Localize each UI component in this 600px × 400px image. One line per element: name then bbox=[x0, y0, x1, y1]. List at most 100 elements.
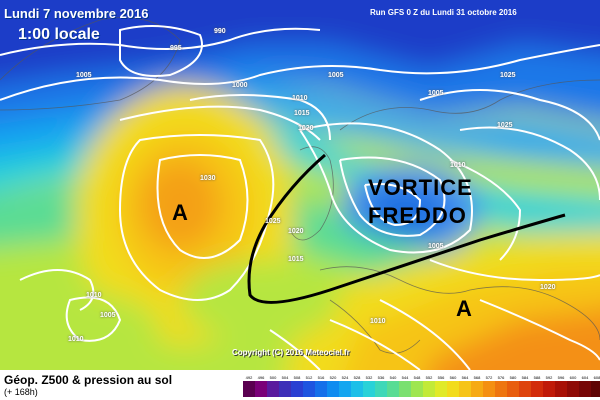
legend-label: 548 bbox=[413, 375, 421, 380]
legend-swatch bbox=[531, 381, 543, 397]
legend-cell: 508 bbox=[291, 375, 303, 397]
legend-swatch bbox=[363, 381, 375, 397]
legend-label: 520 bbox=[329, 375, 337, 380]
legend-swatch bbox=[267, 381, 279, 397]
legend-swatch bbox=[423, 381, 435, 397]
legend-swatch bbox=[303, 381, 315, 397]
legend-cell: 600 bbox=[567, 375, 579, 397]
legend-swatch bbox=[435, 381, 447, 397]
high-pressure-southeast: A bbox=[456, 296, 472, 321]
legend-label: 584 bbox=[521, 375, 529, 380]
isobar-label: 1010 bbox=[86, 292, 102, 299]
isobar-label: 1020 bbox=[540, 284, 556, 291]
legend-cell: 548 bbox=[411, 375, 423, 397]
isobar-label: 1015 bbox=[288, 256, 304, 263]
legend-cell: 524 bbox=[339, 375, 351, 397]
legend-cell: 596 bbox=[555, 375, 567, 397]
isobar-label: 1010 bbox=[68, 336, 84, 343]
legend-cell: 588 bbox=[531, 375, 543, 397]
isobar-label: 1020 bbox=[298, 125, 314, 132]
legend-label: 500 bbox=[269, 375, 277, 380]
legend-cell: 604 bbox=[579, 375, 591, 397]
legend-swatch bbox=[555, 381, 567, 397]
legend-swatch bbox=[411, 381, 423, 397]
isobar-label: 1005 bbox=[100, 312, 116, 319]
legend-cell: 556 bbox=[435, 375, 447, 397]
isobar-label: 1025 bbox=[500, 72, 516, 79]
legend-swatch bbox=[279, 381, 291, 397]
isobar-label: 1005 bbox=[328, 72, 344, 79]
legend-cell: 568 bbox=[471, 375, 483, 397]
legend-cell: 532 bbox=[363, 375, 375, 397]
isobar-label: 1025 bbox=[497, 122, 513, 129]
weather-map: Lundi 7 novembre 2016 1:00 locale Run GF… bbox=[0, 0, 600, 370]
legend-swatch bbox=[339, 381, 351, 397]
legend-label: 524 bbox=[341, 375, 349, 380]
legend-label: 492 bbox=[245, 375, 253, 380]
legend-swatch bbox=[447, 381, 459, 397]
legend-label: 560 bbox=[449, 375, 457, 380]
legend-label: 532 bbox=[365, 375, 373, 380]
legend-cell: 544 bbox=[399, 375, 411, 397]
legend-swatch bbox=[243, 381, 255, 397]
legend-cell: 500 bbox=[267, 375, 279, 397]
legend-swatch bbox=[375, 381, 387, 397]
legend-label: 608 bbox=[593, 375, 600, 380]
legend-cell: 608 bbox=[591, 375, 600, 397]
geopotential-field bbox=[0, 0, 600, 370]
legend-swatch bbox=[591, 381, 600, 397]
legend-swatch bbox=[387, 381, 399, 397]
legend-cell: 528 bbox=[351, 375, 363, 397]
forecast-time: 1:00 locale bbox=[18, 26, 100, 43]
isobar-label: 1005 bbox=[428, 243, 444, 250]
legend-cell: 592 bbox=[543, 375, 555, 397]
legend-label: 536 bbox=[377, 375, 385, 380]
legend-label: 604 bbox=[581, 375, 589, 380]
isobar-label: 1015 bbox=[294, 110, 310, 117]
legend-swatch bbox=[507, 381, 519, 397]
legend-label: 508 bbox=[293, 375, 301, 380]
legend-swatch bbox=[399, 381, 411, 397]
legend-swatch bbox=[255, 381, 267, 397]
high-pressure-west: A bbox=[172, 200, 188, 225]
legend-label: 564 bbox=[461, 375, 469, 380]
isobar-label: 1005 bbox=[76, 72, 92, 79]
legend-swatch bbox=[543, 381, 555, 397]
legend-label: 516 bbox=[317, 375, 325, 380]
isobar-label: 1010 bbox=[292, 95, 308, 102]
isobar-label: 1005 bbox=[428, 90, 444, 97]
legend-swatch bbox=[315, 381, 327, 397]
legend-cell: 540 bbox=[387, 375, 399, 397]
legend-label: 580 bbox=[509, 375, 517, 380]
legend-swatch bbox=[579, 381, 591, 397]
legend-label: 572 bbox=[485, 375, 493, 380]
legend-label: 512 bbox=[305, 375, 313, 380]
legend-cell: 572 bbox=[483, 375, 495, 397]
isobar-label: 1025 bbox=[265, 218, 281, 225]
legend-label: 540 bbox=[389, 375, 397, 380]
legend-cell: 584 bbox=[519, 375, 531, 397]
legend-cell: 512 bbox=[303, 375, 315, 397]
legend-cell: 516 bbox=[315, 375, 327, 397]
cold-vortex-line2: FREDDO bbox=[368, 203, 467, 228]
legend-swatch bbox=[459, 381, 471, 397]
isobar-label: 1020 bbox=[288, 228, 304, 235]
isobar-label: 1010 bbox=[370, 318, 386, 325]
map-canvas bbox=[0, 0, 600, 370]
map-title: Géop. Z500 & pression au sol bbox=[4, 373, 173, 387]
trough-line bbox=[247, 153, 566, 304]
legend-cell: 504 bbox=[279, 375, 291, 397]
forecast-range: (+ 168h) bbox=[4, 387, 38, 397]
legend-label: 528 bbox=[353, 375, 361, 380]
legend-cell: 492 bbox=[243, 375, 255, 397]
color-scale-legend: 492 496 500 504 508 512 516 520 524 528 532 536 540 5… bbox=[243, 375, 600, 397]
cold-vortex-line1: VORTICE bbox=[368, 175, 473, 200]
cold-vortex-label: VORTICE FREDDO bbox=[368, 174, 473, 230]
legend-cell: 552 bbox=[423, 375, 435, 397]
isobar-label: 995 bbox=[170, 45, 182, 52]
legend-cell: 564 bbox=[459, 375, 471, 397]
legend-label: 596 bbox=[557, 375, 565, 380]
legend-swatch bbox=[495, 381, 507, 397]
legend-swatch bbox=[327, 381, 339, 397]
legend-swatch bbox=[483, 381, 495, 397]
